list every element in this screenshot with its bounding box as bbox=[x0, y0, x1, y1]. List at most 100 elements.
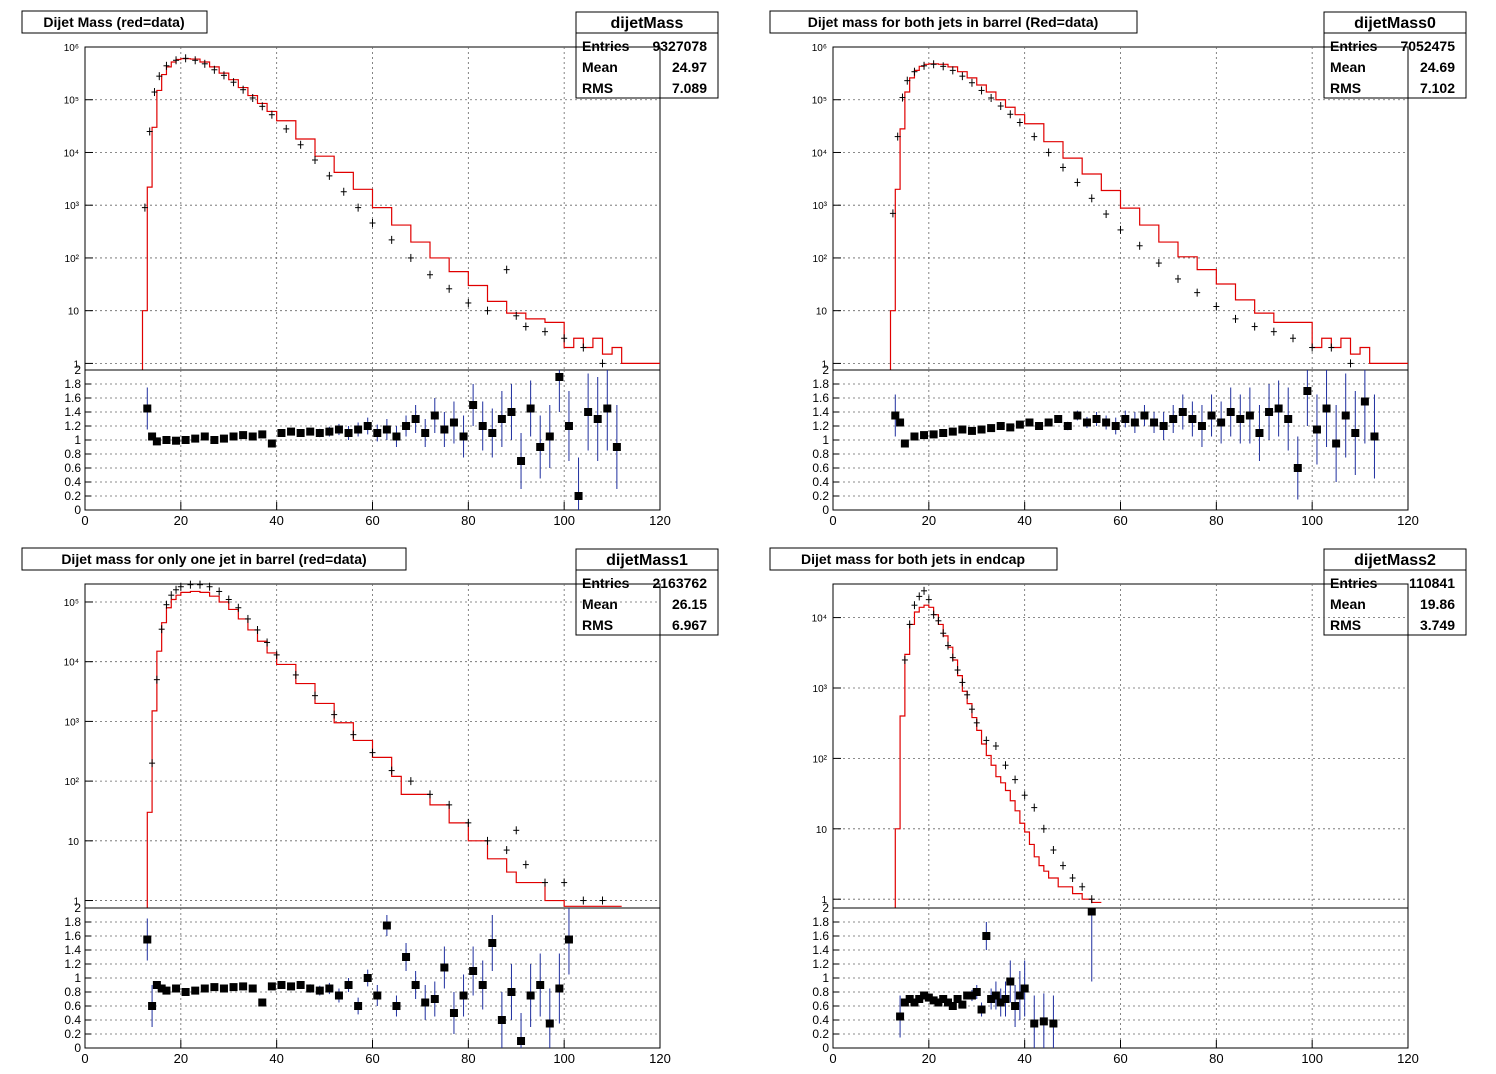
ratio-point bbox=[325, 982, 334, 995]
ratio-point bbox=[1217, 401, 1226, 444]
mc-point bbox=[1175, 274, 1181, 283]
y-tick-label: 1.4 bbox=[64, 943, 81, 957]
stats-name: dijetMass bbox=[611, 15, 684, 32]
ratio-marker bbox=[1020, 984, 1029, 993]
stats-mean-label: Mean bbox=[1330, 59, 1366, 75]
mc-point bbox=[925, 595, 932, 604]
ratio-point bbox=[478, 960, 487, 1010]
ratio-marker bbox=[172, 436, 181, 445]
ratio-plot: 0 20 40 60 80 100 120 00.20.40.60.811.21.41.61.… bbox=[64, 901, 671, 1066]
ratio-marker bbox=[229, 432, 238, 441]
ratio-point bbox=[574, 457, 583, 510]
ratio-point bbox=[459, 974, 468, 1017]
mc-point bbox=[503, 265, 510, 274]
ratio-marker bbox=[948, 1002, 957, 1010]
y-tick-label: 0 bbox=[74, 503, 81, 517]
mc-point bbox=[959, 72, 966, 81]
ratio-point bbox=[1049, 995, 1058, 1048]
ratio-point bbox=[325, 426, 334, 437]
y-tick-label: 10⁶ bbox=[64, 43, 79, 54]
ratio-marker bbox=[910, 998, 919, 1007]
x-tick-label: 80 bbox=[461, 513, 475, 528]
mc-point bbox=[935, 616, 942, 625]
stats-box: dijetMass1 Entries 2163762 Mean 26.15 RM… bbox=[575, 548, 719, 636]
ratio-point bbox=[929, 996, 938, 1005]
ratio-marker bbox=[564, 935, 573, 944]
ratio-marker bbox=[219, 434, 228, 443]
x-tick-label: 80 bbox=[1209, 513, 1223, 528]
title-box: Dijet mass for both jets in endcap bbox=[769, 547, 1058, 571]
ratio-plot: 0 20 40 60 80 100 120 00.20.40.60.811.21.41.61.… bbox=[812, 363, 1419, 528]
ratio-marker bbox=[1312, 425, 1321, 434]
ratio-point bbox=[287, 982, 296, 991]
ratio-point bbox=[363, 969, 372, 987]
ratio-marker bbox=[344, 981, 353, 989]
mc-point bbox=[1060, 861, 1066, 870]
ratio-point bbox=[1197, 405, 1206, 447]
ratio-point bbox=[1245, 387, 1254, 444]
mc-point bbox=[484, 836, 491, 845]
mc-point bbox=[331, 710, 338, 719]
mc-point bbox=[350, 730, 357, 739]
ratio-marker bbox=[1001, 995, 1010, 1003]
ratio-point bbox=[996, 988, 1005, 1017]
y-tick-label: 10³ bbox=[65, 717, 80, 728]
ratio-point bbox=[363, 417, 372, 435]
x-tick-label: 20 bbox=[922, 1051, 936, 1066]
ratio-point bbox=[1360, 370, 1369, 444]
ratio-point bbox=[1063, 421, 1072, 431]
ratio-point bbox=[459, 415, 468, 458]
ratio-point bbox=[1082, 416, 1091, 429]
x-tick-label: 80 bbox=[461, 1051, 475, 1066]
ratio-point bbox=[229, 983, 238, 992]
ratio-point bbox=[507, 384, 516, 440]
ratio-point bbox=[497, 391, 506, 447]
mc-point bbox=[1328, 343, 1335, 352]
mc-point bbox=[187, 580, 194, 589]
ratio-point bbox=[1035, 422, 1044, 430]
ratio-point bbox=[603, 370, 612, 451]
ratio-point bbox=[564, 908, 573, 975]
ratio-marker bbox=[517, 457, 526, 465]
mc-point bbox=[954, 666, 961, 675]
mc-point bbox=[911, 67, 918, 76]
ratio-point bbox=[953, 995, 962, 1003]
ratio-marker bbox=[1207, 411, 1216, 420]
y-tick-label: 1.2 bbox=[812, 419, 829, 433]
mc-point bbox=[1040, 824, 1047, 833]
stats-rms-label: RMS bbox=[582, 617, 613, 633]
ratio-marker bbox=[1049, 1019, 1058, 1028]
mc-point bbox=[580, 896, 587, 905]
ratio-point bbox=[287, 427, 296, 436]
mc-point bbox=[163, 600, 170, 609]
mc-point bbox=[561, 334, 568, 343]
ratio-point bbox=[939, 429, 948, 437]
ratio-marker bbox=[258, 430, 267, 439]
ratio-marker bbox=[363, 422, 372, 430]
mc-point bbox=[168, 591, 175, 600]
mc-point bbox=[968, 705, 975, 714]
ratio-marker bbox=[157, 984, 166, 993]
ratio-marker bbox=[1332, 439, 1341, 448]
ratio-point bbox=[934, 998, 943, 1007]
ratio-point bbox=[334, 988, 343, 1003]
panel-dijet-mass-barrel: Dijet mass for both jets in barrel (Red=… bbox=[769, 10, 1467, 528]
x-tick-label: 120 bbox=[1397, 513, 1419, 528]
ratio-marker bbox=[1006, 977, 1015, 986]
ratio-marker bbox=[1082, 418, 1091, 427]
ratio-point bbox=[1332, 405, 1341, 482]
mc-point bbox=[1031, 803, 1038, 812]
ratio-marker bbox=[344, 429, 353, 437]
ratio-point bbox=[411, 405, 420, 433]
ratio-point bbox=[1265, 384, 1274, 440]
mc-point bbox=[1079, 882, 1086, 891]
ratio-point bbox=[920, 991, 929, 1000]
mc-point bbox=[312, 155, 318, 164]
y-tick-label: 0 bbox=[74, 1041, 81, 1055]
ratio-marker bbox=[977, 425, 986, 434]
ratio-point bbox=[382, 419, 391, 440]
ratio-marker bbox=[449, 1009, 458, 1017]
ratio-point bbox=[1236, 394, 1245, 444]
x-tick-label: 60 bbox=[1113, 1051, 1127, 1066]
ratio-marker bbox=[1274, 404, 1283, 413]
